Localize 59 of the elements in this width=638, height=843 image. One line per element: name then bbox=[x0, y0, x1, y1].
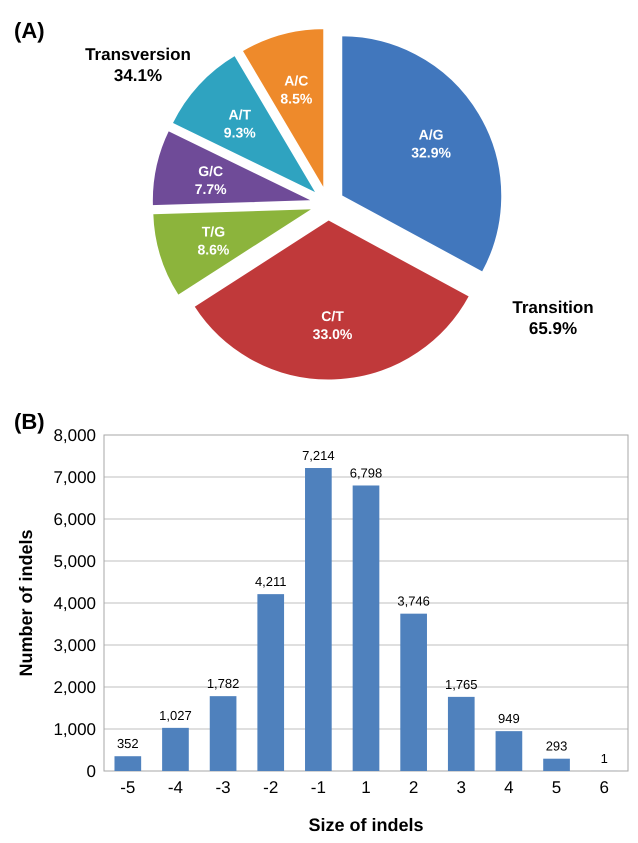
chart-title: (A) bbox=[14, 18, 45, 43]
data-label: 1,765 bbox=[445, 676, 478, 692]
text: Transversion 34.1% bbox=[85, 45, 191, 85]
data-label: 352 bbox=[116, 736, 139, 752]
data-label: 4,211 bbox=[254, 574, 287, 590]
x-tick-label: -2 bbox=[263, 778, 278, 797]
x-tick-label: 5 bbox=[552, 778, 562, 797]
slice-label: T/G bbox=[202, 224, 226, 240]
y-tick-label: 6,000 bbox=[53, 510, 96, 529]
slice-label: A/T bbox=[228, 106, 252, 123]
data-label: 293 bbox=[546, 738, 568, 754]
slice-label: A/G bbox=[418, 126, 444, 143]
bar bbox=[496, 731, 522, 771]
slice-label: C/T bbox=[321, 308, 344, 324]
x-tick-label: 2 bbox=[408, 778, 418, 797]
y-tick-label: 8,000 bbox=[53, 426, 96, 445]
data-label: 6,798 bbox=[350, 465, 382, 480]
y-tick-label: 7,000 bbox=[53, 468, 96, 487]
chart-title: (B) bbox=[14, 409, 45, 434]
data-label: 8.6% bbox=[197, 242, 230, 258]
y-tick-label: 3,000 bbox=[53, 636, 96, 655]
data-label: 1,782 bbox=[206, 676, 240, 692]
data-label: 3,746 bbox=[397, 594, 430, 609]
y-tick-label: 0 bbox=[86, 762, 96, 781]
x-tick-label: -5 bbox=[120, 778, 136, 797]
bar bbox=[400, 614, 427, 771]
y-axis-title: Number of indels bbox=[16, 529, 36, 677]
bar bbox=[162, 728, 189, 771]
bar bbox=[210, 696, 236, 771]
x-axis-title: Size of indels bbox=[308, 815, 424, 835]
bar bbox=[257, 594, 284, 771]
bar bbox=[352, 485, 380, 771]
bar bbox=[114, 756, 142, 771]
x-tick-label: 1 bbox=[361, 778, 371, 797]
x-tick-label: 4 bbox=[504, 778, 514, 797]
x-tick-label: 6 bbox=[599, 778, 609, 797]
x-tick-label: 3 bbox=[456, 778, 466, 797]
data-label: 1,027 bbox=[159, 708, 192, 723]
y-tick-label: 2,000 bbox=[53, 678, 96, 697]
y-tick-label: 1,000 bbox=[53, 720, 96, 739]
data-label: 1 bbox=[600, 750, 608, 766]
bar bbox=[448, 696, 475, 771]
text: Transition 65.9% bbox=[512, 298, 594, 338]
x-tick-label: -1 bbox=[310, 778, 326, 797]
x-tick-label: -3 bbox=[216, 778, 231, 797]
data-label: 949 bbox=[498, 711, 520, 726]
slice-label: G/C bbox=[198, 162, 224, 179]
y-tick-label: 4,000 bbox=[53, 594, 96, 613]
data-label: 8.5% bbox=[280, 90, 313, 106]
y-tick-label: 5,000 bbox=[53, 552, 96, 571]
x-tick-label: -4 bbox=[168, 778, 184, 797]
data-label: 33.0% bbox=[312, 326, 353, 342]
data-label: 9.3% bbox=[224, 124, 256, 141]
data-label: 7,214 bbox=[302, 448, 335, 464]
bar bbox=[543, 758, 570, 771]
slice-label: A/C bbox=[284, 72, 308, 88]
bar bbox=[305, 468, 332, 771]
data-label: 32.9% bbox=[411, 144, 452, 161]
data-label: 7.7% bbox=[194, 180, 228, 197]
